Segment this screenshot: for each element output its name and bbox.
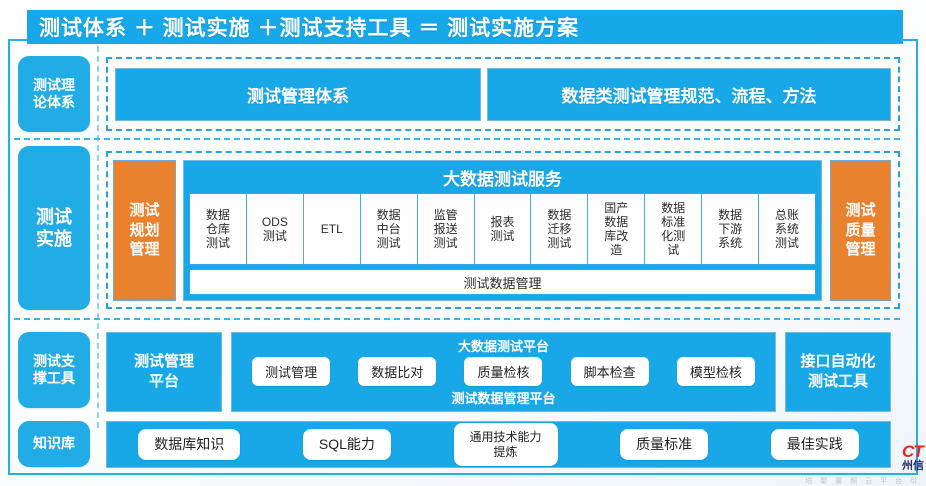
- big-data-test-platform-title: 大数据测试平台: [457, 339, 549, 354]
- service-cell[interactable]: 报表 测试: [474, 194, 532, 264]
- service-cell[interactable]: 国产 数据 库改造: [588, 194, 646, 264]
- service-cell-label: 数据 迁移 测试: [547, 207, 572, 251]
- title-banner: 测试体系 ＋ 测试实施 ＋测试支持工具 ＝ 测试实施方案: [27, 10, 903, 44]
- execution-pillar-test-quality-line2: 质量: [845, 221, 876, 239]
- service-cell[interactable]: ETL: [303, 194, 361, 264]
- service-cell-label: 报表 测试: [490, 214, 515, 243]
- sidebar-item-knowledge-base[interactable]: 知识库: [18, 421, 90, 467]
- service-cell-label: 数据 下游 系统: [718, 207, 743, 251]
- service-cell[interactable]: 数据 标准 化测试: [645, 194, 703, 264]
- theory-box-data-spec-label: 数据类测试管理规范、流程、方法: [561, 87, 817, 106]
- big-data-test-platform-pill-row: 测试管理 数据比对 质量检核 脚本检查 模型检核: [238, 355, 769, 387]
- sidebar-item-theory-line2: 论体系: [33, 94, 75, 110]
- service-cell-label: 数据 仓库 测试: [205, 207, 230, 251]
- service-cell-label: ODS 测试: [261, 214, 288, 243]
- knowledge-pill[interactable]: 质量标准: [620, 429, 709, 460]
- service-cell[interactable]: 总账 系统 测试: [759, 194, 815, 264]
- platform-pill[interactable]: 质量检核: [464, 356, 543, 386]
- band-divider-theory-execution: [14, 138, 900, 140]
- service-cell-label: 数据 中台 测试: [376, 207, 401, 251]
- big-data-test-platform-block: 大数据测试平台 测试管理 数据比对 质量检核 脚本检查 模型检核 测试数据管理平台: [231, 332, 776, 412]
- support-panel-api-automation-tool[interactable]: 接口自动化 测试工具: [785, 332, 891, 412]
- big-data-test-service-header: 大数据测试服务: [443, 169, 562, 189]
- knowledge-pill[interactable]: 数据库知识: [138, 429, 241, 460]
- service-cell-label: ETL: [320, 221, 343, 236]
- sidebar-item-support-tools-line2: 撑工具: [33, 370, 75, 386]
- band-divider-execution-support: [14, 318, 900, 320]
- knowledge-pill[interactable]: SQL能力: [302, 429, 391, 460]
- support-panel-api-automation-tool-line1: 接口自动化: [800, 352, 876, 370]
- knowledge-pill[interactable]: 通用技术能力 提炼: [453, 423, 558, 466]
- execution-pillar-test-planning-line2: 规划: [129, 221, 160, 239]
- platform-pill[interactable]: 脚本检查: [570, 356, 649, 386]
- theory-box-data-spec[interactable]: 数据类测试管理规范、流程、方法: [487, 68, 891, 121]
- service-cell[interactable]: 数据 迁移 测试: [531, 194, 589, 264]
- service-cell[interactable]: 数据 仓库 测试: [190, 194, 247, 264]
- big-data-test-platform-footer: 测试数据管理平台: [451, 391, 556, 406]
- big-data-test-service-footer[interactable]: 测试数据管理: [189, 269, 816, 295]
- service-cell-label: 数据 标准 化测试: [661, 200, 686, 258]
- sidebar-item-execution-line2: 实施: [36, 229, 72, 249]
- execution-pillar-test-quality[interactable]: 测试 质量 管理: [830, 160, 891, 301]
- support-panel-test-management-platform[interactable]: 测试管理 平台: [106, 332, 222, 412]
- page-title: 测试体系 ＋ 测试实施 ＋测试支持工具 ＝ 测试实施方案: [39, 17, 580, 40]
- sidebar-item-execution[interactable]: 测试 实施: [18, 146, 90, 310]
- execution-pillar-test-planning-line1: 测试: [129, 202, 160, 220]
- support-panel-test-management-platform-line2: 平台: [148, 373, 179, 390]
- sidebar-item-theory-line1: 测试理: [33, 76, 75, 93]
- sidebar-item-execution-line1: 测试: [36, 206, 72, 227]
- footer-watermark: 培 聚 董 照 云 平 台 引: [805, 478, 920, 485]
- service-cell[interactable]: ODS 测试: [246, 194, 304, 264]
- sidebar-item-support-tools-line1: 测试支: [33, 352, 75, 369]
- service-cell-label: 总账 系统 测试: [775, 207, 800, 251]
- support-panel-test-management-platform-line1: 测试管理: [133, 352, 194, 370]
- service-cell-label: 国产 数据 库改造: [604, 200, 629, 258]
- service-cell[interactable]: 数据 下游 系统: [702, 194, 760, 264]
- execution-pillar-test-quality-line3: 管理: [845, 241, 876, 259]
- execution-pillar-test-planning-line3: 管理: [129, 241, 160, 259]
- knowledge-pill[interactable]: 最佳实践: [770, 429, 859, 460]
- support-panel-api-automation-tool-line2: 测试工具: [807, 373, 868, 390]
- platform-pill[interactable]: 模型检核: [676, 356, 755, 386]
- execution-band-group: [106, 151, 900, 309]
- sidebar-item-support-tools[interactable]: 测试支 撑工具: [18, 332, 90, 408]
- knowledge-base-block: 数据库知识 SQL能力 通用技术能力 提炼 质量标准 最佳实践: [106, 421, 891, 468]
- service-cell[interactable]: 数据 中台 测试: [360, 194, 418, 264]
- theory-band-group: [106, 57, 900, 131]
- big-data-test-service-cell-row: 数据 仓库 测试 ODS 测试 ETL 数据 中台 测试 监管 报送 测试 报表 测试 数据 迁移 测试 国产 数据…: [189, 193, 816, 265]
- platform-pill[interactable]: 测试管理: [252, 356, 331, 386]
- theory-box-management-system[interactable]: 测试管理体系: [115, 68, 481, 121]
- service-cell[interactable]: 监管 报送 测试: [417, 194, 475, 264]
- platform-pill[interactable]: 数据比对: [358, 356, 437, 386]
- sidebar-column-divider: [97, 46, 99, 428]
- sidebar-item-knowledge-base-line1: 知识库: [33, 435, 75, 452]
- execution-pillar-test-quality-line1: 测试: [845, 202, 876, 220]
- sidebar-item-theory[interactable]: 测试理 论体系: [18, 56, 90, 132]
- theory-box-management-system-label: 测试管理体系: [247, 87, 349, 106]
- service-cell-label: 监管 报送 测试: [433, 207, 458, 251]
- big-data-test-service-block: 大数据测试服务 数据 仓库 测试 ODS 测试 ETL 数据 中台 测试 监管 报送 测试 报表 测试 数据…: [183, 160, 822, 301]
- execution-pillar-test-planning[interactable]: 测试 规划 管理: [113, 160, 176, 301]
